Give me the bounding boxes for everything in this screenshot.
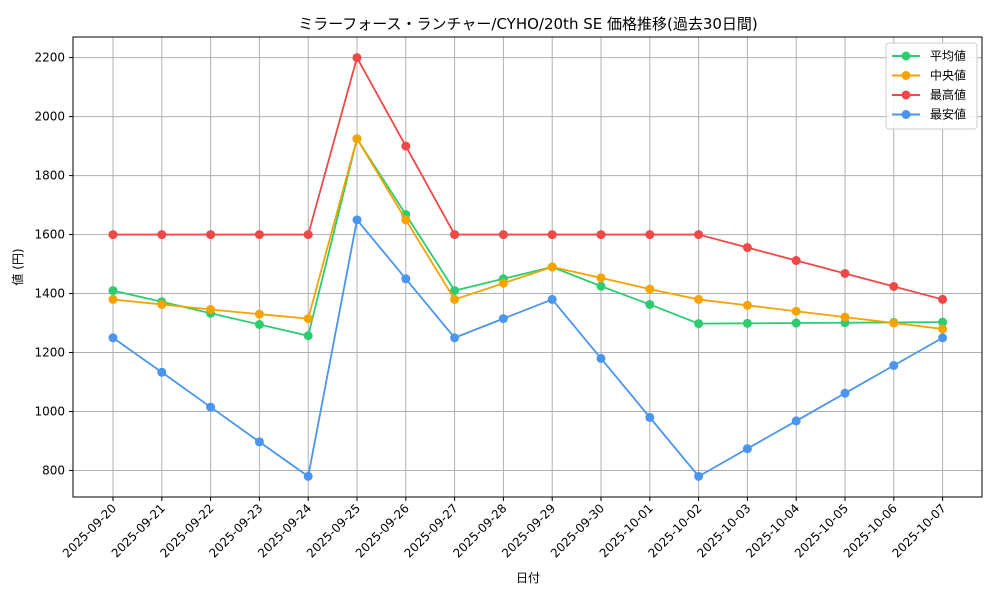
data-point — [450, 286, 460, 296]
data-point — [694, 230, 704, 240]
data-point — [840, 388, 850, 398]
data-point — [157, 367, 167, 377]
data-point — [401, 274, 411, 284]
legend-label: 中央値 — [930, 68, 966, 83]
data-point — [450, 230, 460, 240]
y-tick-label: 1200 — [34, 346, 65, 360]
data-point — [450, 333, 460, 343]
data-point — [498, 230, 508, 240]
legend-marker — [901, 110, 911, 119]
plot-frame — [72, 36, 983, 498]
data-point — [840, 312, 850, 322]
data-point — [645, 230, 655, 240]
y-tick-label: 1600 — [34, 228, 65, 242]
y-axis-label: 値 (円) — [10, 248, 25, 285]
data-point — [596, 281, 606, 291]
data-point — [450, 294, 460, 304]
data-point — [938, 324, 948, 334]
data-point — [889, 281, 899, 291]
chart-title: ミラーフォース・ランチャー/CYHO/20th SE 価格推移(過去30日間) — [298, 15, 758, 33]
legend-box — [885, 42, 978, 130]
data-point — [303, 471, 313, 481]
data-point — [254, 230, 264, 240]
data-point — [401, 141, 411, 151]
y-tick-label: 1400 — [34, 287, 65, 301]
data-point — [157, 230, 167, 240]
legend-marker — [901, 90, 911, 100]
data-point — [694, 471, 704, 481]
grid — [73, 37, 982, 497]
legend-label: 最安値 — [930, 107, 966, 122]
data-point — [645, 284, 655, 294]
y-axis: 800 1000 1200 1400 1600 1800 2000 2200 — [34, 51, 73, 477]
legend-marker — [901, 51, 911, 61]
data-point — [303, 314, 313, 324]
data-point — [303, 230, 313, 240]
series-line-3 — [113, 56, 943, 301]
y-tick-label: 800 — [42, 463, 65, 477]
legend-label: 平均値 — [930, 48, 966, 63]
data-point — [108, 294, 118, 304]
series-group — [108, 53, 948, 481]
legend-marker — [901, 71, 911, 80]
data-point — [498, 278, 508, 288]
data-point — [889, 318, 899, 328]
data-point — [742, 300, 752, 310]
y-tick-label: 1800 — [34, 169, 65, 183]
data-point — [108, 230, 118, 240]
y-tick-label: 1000 — [34, 404, 65, 418]
data-point — [352, 134, 362, 144]
y-tick-label: 2200 — [34, 51, 65, 65]
data-point — [254, 320, 264, 329]
legend-label: 最高値 — [930, 87, 966, 102]
data-point — [596, 230, 606, 240]
data-point — [547, 294, 557, 304]
data-point — [206, 304, 216, 314]
data-point — [742, 318, 752, 328]
data-point — [206, 230, 216, 240]
data-point — [206, 402, 216, 412]
data-point — [108, 333, 118, 343]
data-point — [254, 437, 264, 447]
data-point — [694, 294, 704, 304]
y-tick-label: 2000 — [34, 110, 65, 124]
data-point — [596, 353, 606, 363]
series-line-2 — [112, 137, 943, 330]
data-point — [791, 416, 801, 426]
data-point — [742, 444, 752, 454]
data-point — [547, 262, 557, 272]
x-axis-label: 日付 — [516, 571, 540, 585]
data-point — [791, 256, 801, 266]
data-point — [889, 360, 899, 370]
data-point — [401, 215, 411, 225]
data-point — [157, 299, 167, 309]
x-axis: 2025-09-202025-09-212025-09-222025-09-23… — [60, 497, 949, 560]
data-point — [791, 306, 801, 316]
data-point — [352, 53, 362, 63]
data-point — [645, 412, 655, 422]
data-point — [840, 268, 850, 278]
data-point — [108, 286, 118, 296]
data-point — [694, 319, 704, 329]
data-point — [596, 273, 606, 283]
data-point — [742, 243, 752, 253]
data-point — [938, 333, 948, 343]
series-line-4 — [112, 218, 944, 478]
data-point — [791, 318, 801, 328]
data-point — [352, 215, 362, 225]
data-point — [938, 317, 948, 327]
data-point — [547, 230, 557, 240]
data-point — [645, 299, 655, 309]
series-line-1 — [112, 137, 943, 337]
data-point — [938, 294, 948, 304]
data-point — [303, 331, 313, 341]
data-point — [498, 314, 508, 324]
data-point — [254, 309, 264, 319]
